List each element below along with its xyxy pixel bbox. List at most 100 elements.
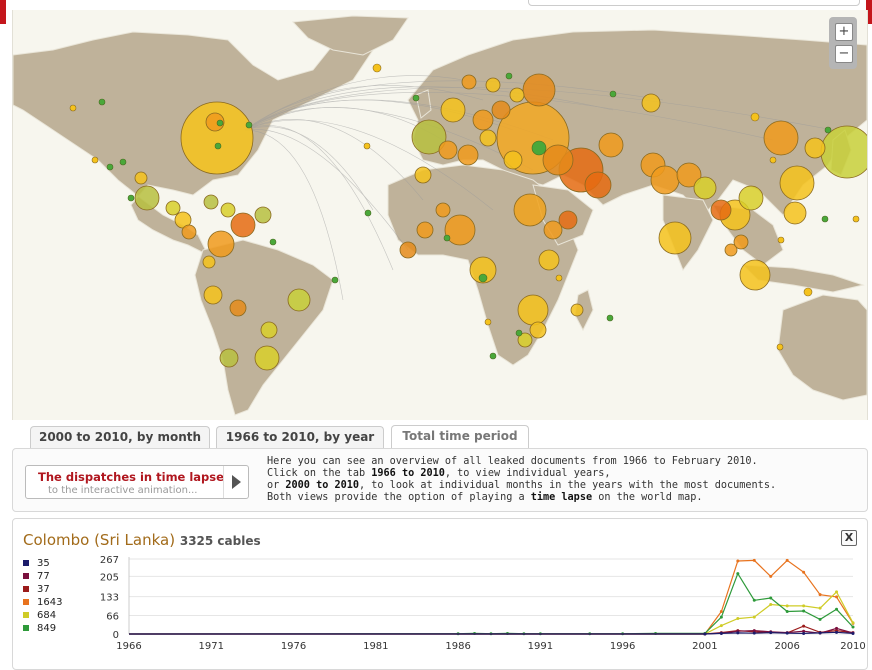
series-line [128, 572, 854, 635]
info-panel: The dispatches in time lapse to the inte… [12, 448, 868, 512]
time-lapse-button[interactable]: The dispatches in time lapse to the inte… [25, 465, 249, 499]
x-tick-label: 1976 [281, 641, 306, 652]
data-point [785, 610, 789, 614]
legend-value: 684 [37, 610, 57, 621]
chart-legend: 35 77 37 1643 684 849 [23, 557, 62, 635]
legend-swatch [23, 599, 29, 605]
data-point [769, 603, 773, 607]
cable-count: 3325 cables [179, 534, 261, 548]
y-tick-label: 0 [113, 630, 119, 641]
info-bold: time lapse [530, 492, 593, 503]
y-tick-label: 205 [100, 572, 119, 583]
close-button[interactable]: X [841, 530, 857, 546]
data-point [752, 598, 756, 602]
legend-value: 849 [37, 623, 57, 634]
tab-2000-2010-by-month[interactable]: 2000 to 2010, by month [30, 426, 210, 448]
data-point [769, 631, 773, 635]
small-green-dots [98, 72, 832, 360]
data-point [851, 621, 855, 625]
data-point [769, 596, 773, 600]
land-greenland [291, 15, 409, 56]
data-point [835, 607, 839, 611]
data-point [785, 631, 789, 635]
legend-swatch [23, 625, 29, 631]
tab-1966-2010-by-year[interactable]: 1966 to 2010, by year [216, 426, 384, 448]
legend-item: 849 [23, 622, 62, 635]
x-tick-label: 1996 [610, 641, 635, 652]
world-map[interactable]: + − [12, 10, 868, 420]
data-point [736, 617, 740, 621]
legend-item: 37 [23, 583, 62, 596]
info-text: , to look at individual months in the ye… [359, 480, 777, 491]
info-description: Here you can see an overview of all leak… [267, 456, 776, 504]
data-point [818, 606, 822, 610]
x-tick-label: 1991 [528, 641, 553, 652]
play-arrow-icon [223, 466, 248, 498]
zoom-out-button[interactable]: − [835, 45, 853, 63]
info-text: , to view individual years, [444, 468, 611, 479]
info-line-2: Click on the tab 1966 to 2010, to view i… [267, 468, 776, 480]
info-line-4: Both views provide the option of playing… [267, 492, 776, 504]
zoom-in-button[interactable]: + [835, 23, 853, 41]
map-svg [13, 15, 867, 416]
search-box[interactable] [528, 0, 860, 6]
info-line-1: Here you can see an overview of all leak… [267, 456, 758, 467]
data-point [719, 610, 723, 614]
data-point [818, 617, 822, 621]
city-detail-panel: Colombo (Sri Lanka) 3325 cables X 35 77 37… [12, 518, 868, 670]
data-point [835, 626, 839, 630]
x-tick-label: 1986 [445, 641, 470, 652]
data-point [802, 570, 806, 574]
data-point [752, 629, 756, 633]
bubbles [134, 73, 867, 371]
data-point [785, 604, 789, 608]
data-point [835, 590, 839, 594]
land-australia [777, 294, 867, 401]
connection-lines [244, 75, 834, 301]
x-tick-label: 2006 [774, 641, 799, 652]
x-tick-label: 1981 [363, 641, 388, 652]
x-tick-label: 2010 [840, 641, 865, 652]
data-point [752, 631, 756, 635]
data-point [802, 631, 806, 635]
data-point [818, 631, 822, 635]
series-line [129, 559, 854, 635]
data-point [785, 558, 789, 562]
data-point [802, 604, 806, 608]
cables-line-chart: 0 66 133 205 267 1966 1971 1976 1981 1986 1991 1996… [100, 555, 866, 652]
data-point [736, 572, 740, 576]
legend-value: 37 [37, 584, 50, 595]
legend-swatch [23, 573, 29, 579]
info-bold: 1966 to 2010 [371, 468, 445, 479]
data-point [835, 630, 839, 634]
brand-bar-left [0, 0, 6, 24]
y-tick-label: 133 [100, 593, 119, 604]
legend-swatch [23, 612, 29, 618]
top-bar [0, 0, 872, 10]
time-lapse-title: The dispatches in time lapse [38, 470, 224, 484]
legend-value: 1643 [37, 597, 63, 608]
land-uk [415, 89, 432, 119]
data-point [752, 615, 756, 619]
series-line [129, 590, 854, 635]
legend-item: 1643 [23, 596, 62, 609]
data-point [752, 558, 756, 562]
info-text: Click on the tab [267, 468, 372, 479]
legend-item: 35 [23, 557, 62, 570]
tab-total-time-period[interactable]: Total time period [391, 425, 529, 448]
city-name: Colombo (Sri Lanka) [23, 531, 176, 549]
info-text: Both views provide the option of playing… [267, 492, 531, 503]
time-lapse-subtitle: to the interactive animation... [48, 485, 198, 496]
y-tick-label: 267 [100, 555, 119, 566]
x-tick-label: 2001 [692, 641, 717, 652]
info-text: or [267, 480, 286, 491]
data-point [719, 624, 723, 628]
data-point [802, 609, 806, 613]
info-text: on the world map. [592, 492, 703, 503]
x-tick-label: 1971 [199, 641, 224, 652]
data-point [719, 631, 723, 635]
x-tick-label: 1966 [116, 641, 141, 652]
legend-swatch [23, 586, 29, 592]
data-point [851, 625, 855, 629]
data-point [802, 629, 806, 633]
